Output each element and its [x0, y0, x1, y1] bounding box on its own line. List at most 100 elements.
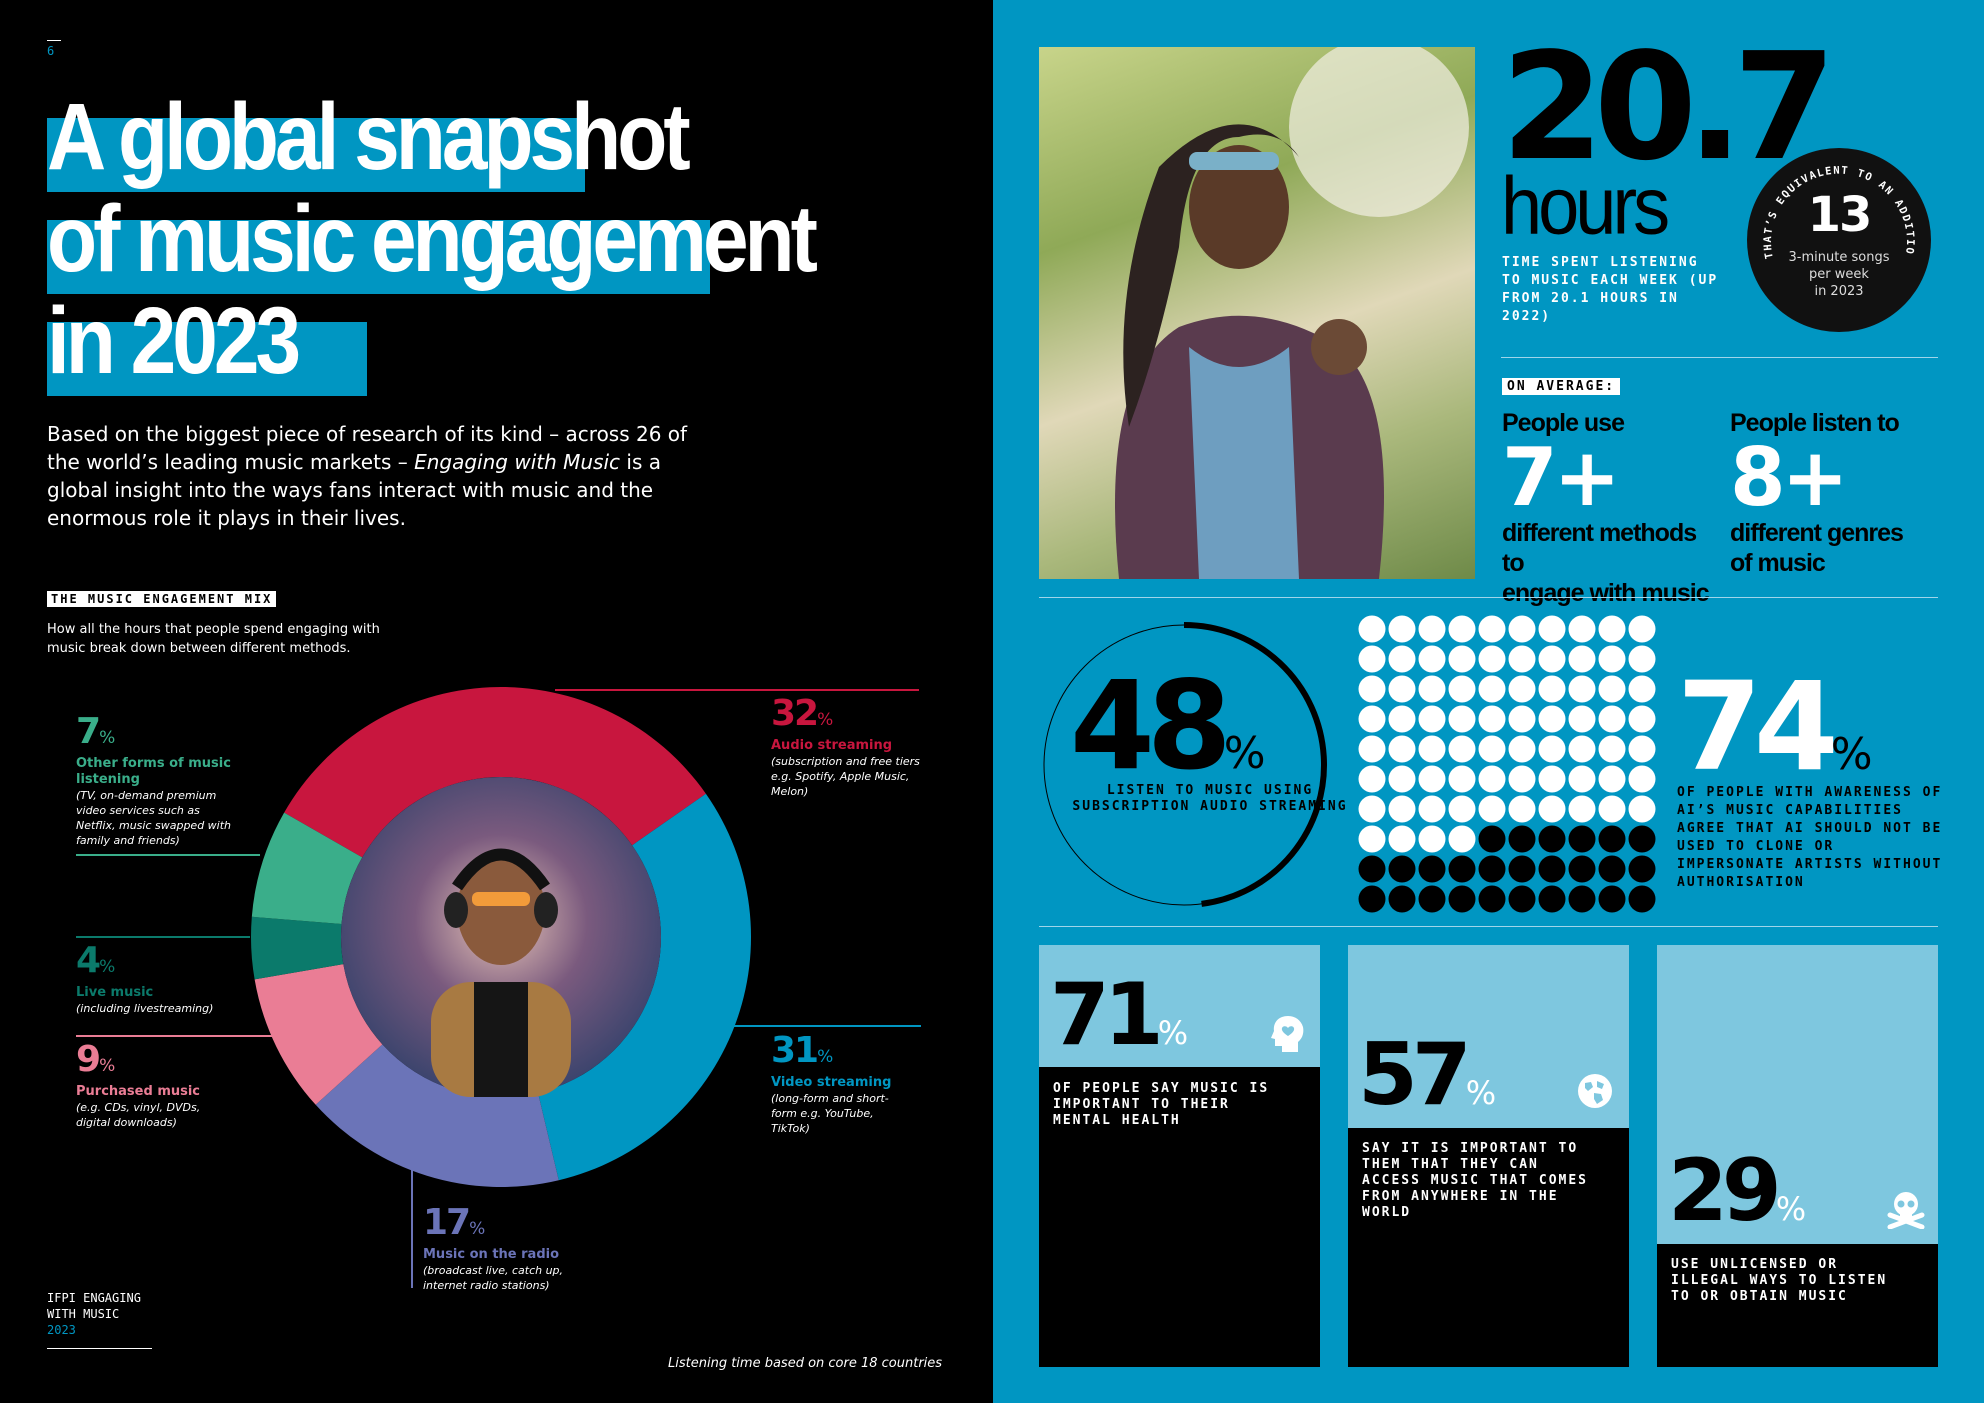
dot-other	[1628, 855, 1656, 883]
dot-other	[1568, 885, 1596, 913]
page-title-line-2: of music engagement	[47, 186, 818, 292]
footer-brand-line-1: IFPI ENGAGING	[47, 1291, 141, 1305]
engagement-donut-chart	[251, 687, 752, 1187]
dot-agree	[1538, 705, 1566, 733]
dot-agree	[1538, 765, 1566, 793]
radio-desc: (broadcast live, catch up, internet radi…	[423, 1264, 564, 1292]
donut-segment-live-music	[251, 916, 344, 980]
woman-photo-illustration	[1115, 47, 1469, 579]
video-streaming-pct: 31%	[771, 1030, 834, 1071]
mental-health-value: 71%	[1050, 970, 1188, 1078]
intro-paragraph: Based on the biggest piece of research o…	[47, 420, 717, 532]
subscription-stat-label: LISTEN TO MUSIC USING SUBSCRIPTION AUDIO…	[1072, 783, 1348, 814]
methods-pre: People use	[1502, 409, 1625, 437]
mental-health-label: OF PEOPLE SAY MUSIC IS IMPORTANT TO THEI…	[1053, 1081, 1270, 1128]
dot-agree	[1628, 675, 1656, 703]
dot-agree	[1598, 675, 1626, 703]
donut-segment-purchased-music	[254, 964, 383, 1105]
dot-agree	[1568, 615, 1596, 643]
badge-caption-line-1: 3-minute songs	[1788, 250, 1890, 265]
live-desc: (including livestreaming)	[76, 1002, 214, 1015]
dot-other	[1508, 885, 1536, 913]
dot-other	[1448, 885, 1476, 913]
page-title-line-1: A global snapshot	[47, 84, 691, 190]
video-streaming-label: 31% Video streaming (long-form and short…	[771, 1033, 911, 1136]
stat29-suffix: %	[1775, 1190, 1807, 1228]
dot-agree	[1598, 765, 1626, 793]
other-pct: 7%	[76, 711, 116, 752]
dot-other	[1358, 855, 1386, 883]
dot-other	[1418, 885, 1446, 913]
dot-agree	[1358, 765, 1386, 793]
dot-agree	[1478, 795, 1506, 823]
dot-agree	[1358, 615, 1386, 643]
page-number: 6	[47, 40, 62, 58]
genres-post-1: different genres	[1730, 519, 1904, 547]
badge-caption-line-3: in 2023	[1814, 284, 1864, 299]
footer-brand-line-2: WITH MUSIC	[47, 1307, 120, 1321]
additional-songs-badge: THAT’S EQUIVALENT TO AN ADDITIONAL 13 3-…	[1747, 148, 1931, 332]
radio-value: 17	[423, 1202, 471, 1243]
dot-agree	[1508, 795, 1536, 823]
genres-value: 8+	[1730, 431, 1849, 524]
dot-agree	[1418, 705, 1446, 733]
divider-bottom	[1039, 926, 1938, 927]
other-desc: (TV, on-demand premium video services su…	[76, 789, 232, 847]
donut-segment-video-streaming	[537, 793, 752, 1181]
purchased-label: 9% Purchased music (e.g. CDs, vinyl, DVD…	[76, 1042, 226, 1130]
head-heart-icon	[1271, 1016, 1304, 1052]
dot-agree	[1418, 825, 1446, 853]
dot-other	[1598, 825, 1626, 853]
dot-agree	[1478, 615, 1506, 643]
radio-pct: 17%	[423, 1202, 486, 1243]
methods-stat: People use 7+ different methods to engag…	[1502, 408, 1712, 608]
video-streaming-name: Video streaming	[771, 1075, 892, 1090]
dot-agree	[1568, 705, 1596, 733]
dot-other	[1538, 855, 1566, 883]
divider-middle	[1039, 597, 1938, 598]
purchased-desc: (e.g. CDs, vinyl, DVDs, digital download…	[76, 1101, 201, 1129]
dot-agree	[1418, 615, 1446, 643]
left-page: 6 A global snapshot of music engagement …	[47, 40, 943, 1371]
live-leader	[76, 936, 250, 938]
unlicensed-value: 29%	[1668, 1146, 1806, 1254]
intro-text-start: Based on the biggest piece of research o…	[47, 422, 688, 474]
dot-agree	[1568, 795, 1596, 823]
video-streaming-leader	[695, 1025, 921, 1027]
dot-other	[1598, 885, 1626, 913]
dot-agree	[1478, 645, 1506, 673]
hours-unit: hours	[1501, 159, 1670, 252]
dot-agree	[1388, 705, 1416, 733]
on-average-label: ON AVERAGE:	[1502, 378, 1621, 395]
dot-agree	[1358, 735, 1386, 763]
radio-name: Music on the radio	[423, 1247, 560, 1262]
dot-agree	[1448, 735, 1476, 763]
dot-other	[1418, 855, 1446, 883]
other-leader	[76, 854, 260, 856]
genres-pre: People listen to	[1730, 409, 1900, 437]
dot-agree	[1448, 675, 1476, 703]
skull-crossbones-icon	[1887, 1192, 1925, 1229]
mix-label: THE MUSIC ENGAGEMENT MIX	[47, 591, 277, 607]
dot-agree	[1628, 795, 1656, 823]
audio-streaming-label: 32% Audio streaming (subscription and fr…	[771, 696, 931, 799]
dot-other	[1628, 885, 1656, 913]
dot-agree	[1358, 675, 1386, 703]
video-streaming-desc: (long-form and short-form e.g. YouTube, …	[771, 1092, 889, 1135]
ai-stat-label: OF PEOPLE WITH AWARENESS OF AI’S MUSIC C…	[1677, 785, 1943, 890]
stat74-suffix: %	[1830, 729, 1873, 780]
methods-post-2: engage with music	[1502, 579, 1710, 607]
dot-agree	[1628, 705, 1656, 733]
dot-agree	[1538, 615, 1566, 643]
dot-agree	[1568, 765, 1596, 793]
methods-value: 7+	[1502, 431, 1621, 524]
dot-other	[1568, 855, 1596, 883]
dot-agree	[1448, 825, 1476, 853]
dot-agree	[1448, 795, 1476, 823]
anywhere-card-bottom	[1348, 1128, 1629, 1367]
anywhere-value: 57%	[1358, 1030, 1496, 1138]
dot-agree	[1628, 735, 1656, 763]
dot-agree	[1478, 765, 1506, 793]
dot-agree	[1448, 615, 1476, 643]
dot-agree	[1448, 765, 1476, 793]
